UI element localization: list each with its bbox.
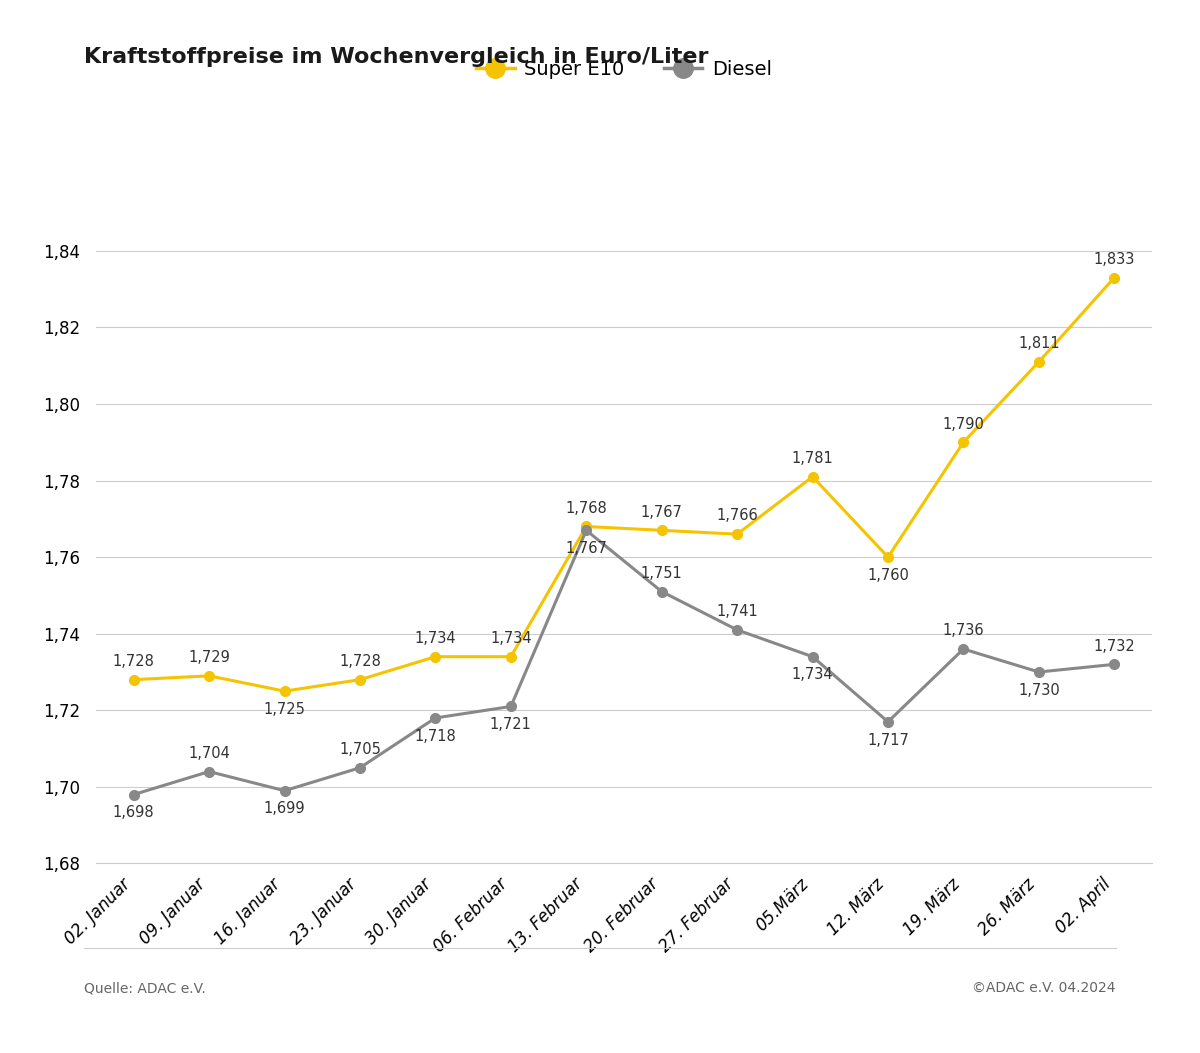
Text: 1,698: 1,698 — [113, 806, 155, 820]
Text: 1,734: 1,734 — [415, 631, 456, 645]
Text: 1,729: 1,729 — [188, 650, 230, 665]
Text: Kraftstoffpreise im Wochenvergleich in Euro/Liter: Kraftstoffpreise im Wochenvergleich in E… — [84, 47, 708, 67]
Text: 1,721: 1,721 — [490, 717, 532, 732]
Text: 1,728: 1,728 — [340, 654, 380, 669]
Text: 1,705: 1,705 — [340, 742, 380, 757]
Text: 1,766: 1,766 — [716, 509, 758, 523]
Text: 1,781: 1,781 — [792, 451, 834, 466]
Text: 1,767: 1,767 — [565, 541, 607, 556]
Text: 1,790: 1,790 — [942, 417, 984, 432]
Text: Quelle: ADAC e.V.: Quelle: ADAC e.V. — [84, 981, 205, 995]
Text: 1,734: 1,734 — [792, 668, 833, 682]
Text: 1,734: 1,734 — [490, 631, 532, 645]
Text: 1,732: 1,732 — [1093, 638, 1135, 654]
Text: 1,751: 1,751 — [641, 565, 683, 581]
Text: 1,768: 1,768 — [565, 501, 607, 516]
Legend: Super E10, Diesel: Super E10, Diesel — [468, 52, 780, 86]
Text: 1,730: 1,730 — [1018, 682, 1060, 698]
Text: 1,717: 1,717 — [868, 733, 908, 748]
Text: 1,741: 1,741 — [716, 604, 758, 619]
Text: 1,725: 1,725 — [264, 702, 306, 717]
Text: 1,699: 1,699 — [264, 801, 305, 816]
Text: 1,833: 1,833 — [1093, 252, 1135, 266]
Text: 1,728: 1,728 — [113, 654, 155, 669]
Text: 1,760: 1,760 — [868, 568, 908, 583]
Text: ©ADAC e.V. 04.2024: ©ADAC e.V. 04.2024 — [972, 981, 1116, 995]
Text: 1,767: 1,767 — [641, 504, 683, 519]
Text: 1,736: 1,736 — [943, 623, 984, 638]
Text: 1,811: 1,811 — [1018, 336, 1060, 351]
Text: 1,718: 1,718 — [414, 729, 456, 743]
Text: 1,704: 1,704 — [188, 746, 230, 761]
